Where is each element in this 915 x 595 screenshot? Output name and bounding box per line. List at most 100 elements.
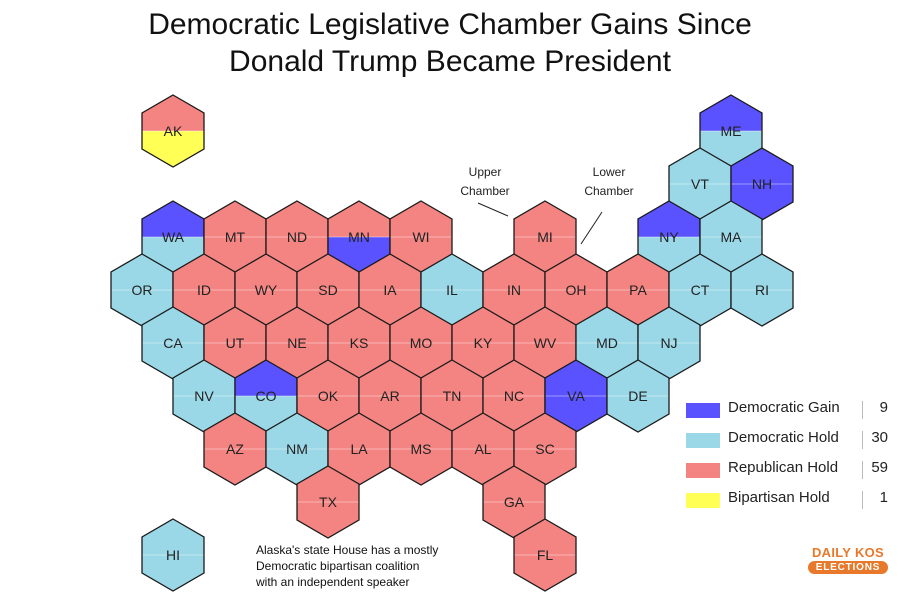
state-label-fl: FL	[537, 547, 554, 563]
state-hex-ri: RI	[730, 253, 794, 327]
alaska-note: Alaska's state House has a mostly Democr…	[256, 542, 438, 590]
lower-chamber-label-1: Lower	[593, 165, 626, 179]
state-label-ct: CT	[691, 282, 710, 298]
state-label-wv: WV	[534, 335, 557, 351]
state-hexes: AK ME VT NH WA MT ND MN WI MI NY MA OR ID WY SD IA IL IN OH…	[110, 94, 794, 592]
legend-item-bipartisan: Bipartisan Hold 1	[686, 488, 896, 518]
state-label-tn: TN	[443, 388, 462, 404]
state-label-ok: OK	[318, 388, 339, 404]
lower-chamber-pointer	[580, 211, 603, 245]
legend-item-gain: Democratic Gain 9	[686, 398, 896, 428]
state-hex-ak: AK	[141, 94, 205, 168]
legend-swatch	[686, 403, 720, 418]
legend-label: Democratic Hold	[728, 429, 839, 446]
legend-swatch	[686, 463, 720, 478]
legend-swatch	[686, 433, 720, 448]
state-label-mi: MI	[537, 229, 553, 245]
state-label-ga: GA	[504, 494, 525, 510]
state-hex-ga: GA	[482, 465, 546, 539]
state-label-de: DE	[628, 388, 647, 404]
state-label-ne: NE	[287, 335, 306, 351]
state-label-ks: KS	[350, 335, 369, 351]
state-hex-hi: HI	[141, 518, 205, 592]
state-label-oh: OH	[566, 282, 587, 298]
state-hex-az: AZ	[203, 412, 267, 486]
upper-chamber-label-1: Upper	[469, 165, 502, 179]
legend-count: 59	[871, 459, 888, 476]
upper-chamber-pointer	[477, 202, 509, 217]
map-title: Democratic Legislative Chamber Gains Sin…	[0, 6, 900, 80]
hex-outline	[141, 518, 205, 592]
state-hex-fl: FL	[513, 518, 577, 592]
state-label-id: ID	[197, 282, 211, 298]
legend-label: Democratic Gain	[728, 399, 840, 416]
state-label-nh: NH	[752, 176, 772, 192]
state-label-va: VA	[567, 388, 585, 404]
state-label-md: MD	[596, 335, 618, 351]
state-label-or: OR	[132, 282, 153, 298]
legend-label: Bipartisan Hold	[728, 489, 830, 506]
legend-count: 9	[879, 399, 888, 416]
state-label-ky: KY	[474, 335, 493, 351]
state-label-ia: IA	[383, 282, 397, 298]
logo-wordmark: DAILY KOS	[811, 545, 885, 560]
state-hex-ms: MS	[389, 412, 453, 486]
state-label-nj: NJ	[660, 335, 677, 351]
state-label-ak: AK	[164, 123, 183, 139]
state-label-nv: NV	[194, 388, 214, 404]
state-label-ms: MS	[411, 441, 432, 457]
hex-outline	[606, 359, 670, 433]
hex-outline	[730, 253, 794, 327]
note-line-3: with an independent speaker	[256, 575, 410, 589]
state-label-la: LA	[350, 441, 368, 457]
state-label-pa: PA	[629, 282, 647, 298]
upper-chamber-label-2: Chamber	[460, 184, 509, 198]
daily-kos-elections-logo: DAILY KOS ELECTIONS	[808, 545, 888, 574]
state-hex-tx: TX	[296, 465, 360, 539]
legend-item-dem-hold: Democratic Hold 30	[686, 428, 896, 458]
state-hex-nh: NH	[730, 147, 794, 221]
state-label-me: ME	[721, 123, 742, 139]
state-label-sd: SD	[318, 282, 337, 298]
state-label-mn: MN	[348, 229, 370, 245]
hex-outline	[141, 94, 205, 168]
state-label-nd: ND	[287, 229, 307, 245]
state-hex-de: DE	[606, 359, 670, 433]
legend-separator	[862, 491, 863, 509]
legend-separator	[862, 401, 863, 419]
hex-outline	[513, 518, 577, 592]
legend-separator	[862, 461, 863, 479]
state-label-nm: NM	[286, 441, 308, 457]
state-label-co: CO	[256, 388, 277, 404]
legend-label: Republican Hold	[728, 459, 839, 476]
state-label-wy: WY	[255, 282, 278, 298]
legend-count: 1	[879, 489, 888, 506]
state-label-wa: WA	[162, 229, 185, 245]
title-line-2: Donald Trump Became President	[229, 45, 671, 78]
state-label-al: AL	[474, 441, 491, 457]
legend: Democratic Gain 9 Democratic Hold 30 Republi…	[686, 398, 896, 518]
state-label-mt: MT	[225, 229, 246, 245]
state-hex-wv: WV	[513, 306, 577, 380]
state-label-ut: UT	[226, 335, 245, 351]
state-label-il: IL	[446, 282, 458, 298]
state-label-vt: VT	[691, 176, 709, 192]
legend-separator	[862, 431, 863, 449]
title-line-1: Democratic Legislative Chamber Gains Sin…	[148, 8, 752, 41]
state-label-hi: HI	[166, 547, 180, 563]
logo-badge: ELECTIONS	[808, 561, 888, 574]
state-label-ny: NY	[659, 229, 679, 245]
legend-count: 30	[871, 429, 888, 446]
state-label-ma: MA	[721, 229, 743, 245]
state-label-ca: CA	[163, 335, 183, 351]
state-label-sc: SC	[535, 441, 554, 457]
state-label-tx: TX	[319, 494, 338, 510]
note-line-1: Alaska's state House has a mostly	[256, 543, 439, 557]
state-label-az: AZ	[226, 441, 244, 457]
hex-outline	[296, 465, 360, 539]
note-line-2: Democratic bipartisan coalition	[256, 559, 420, 573]
state-label-wi: WI	[412, 229, 429, 245]
state-label-in: IN	[507, 282, 521, 298]
legend-item-rep-hold: Republican Hold 59	[686, 458, 896, 488]
